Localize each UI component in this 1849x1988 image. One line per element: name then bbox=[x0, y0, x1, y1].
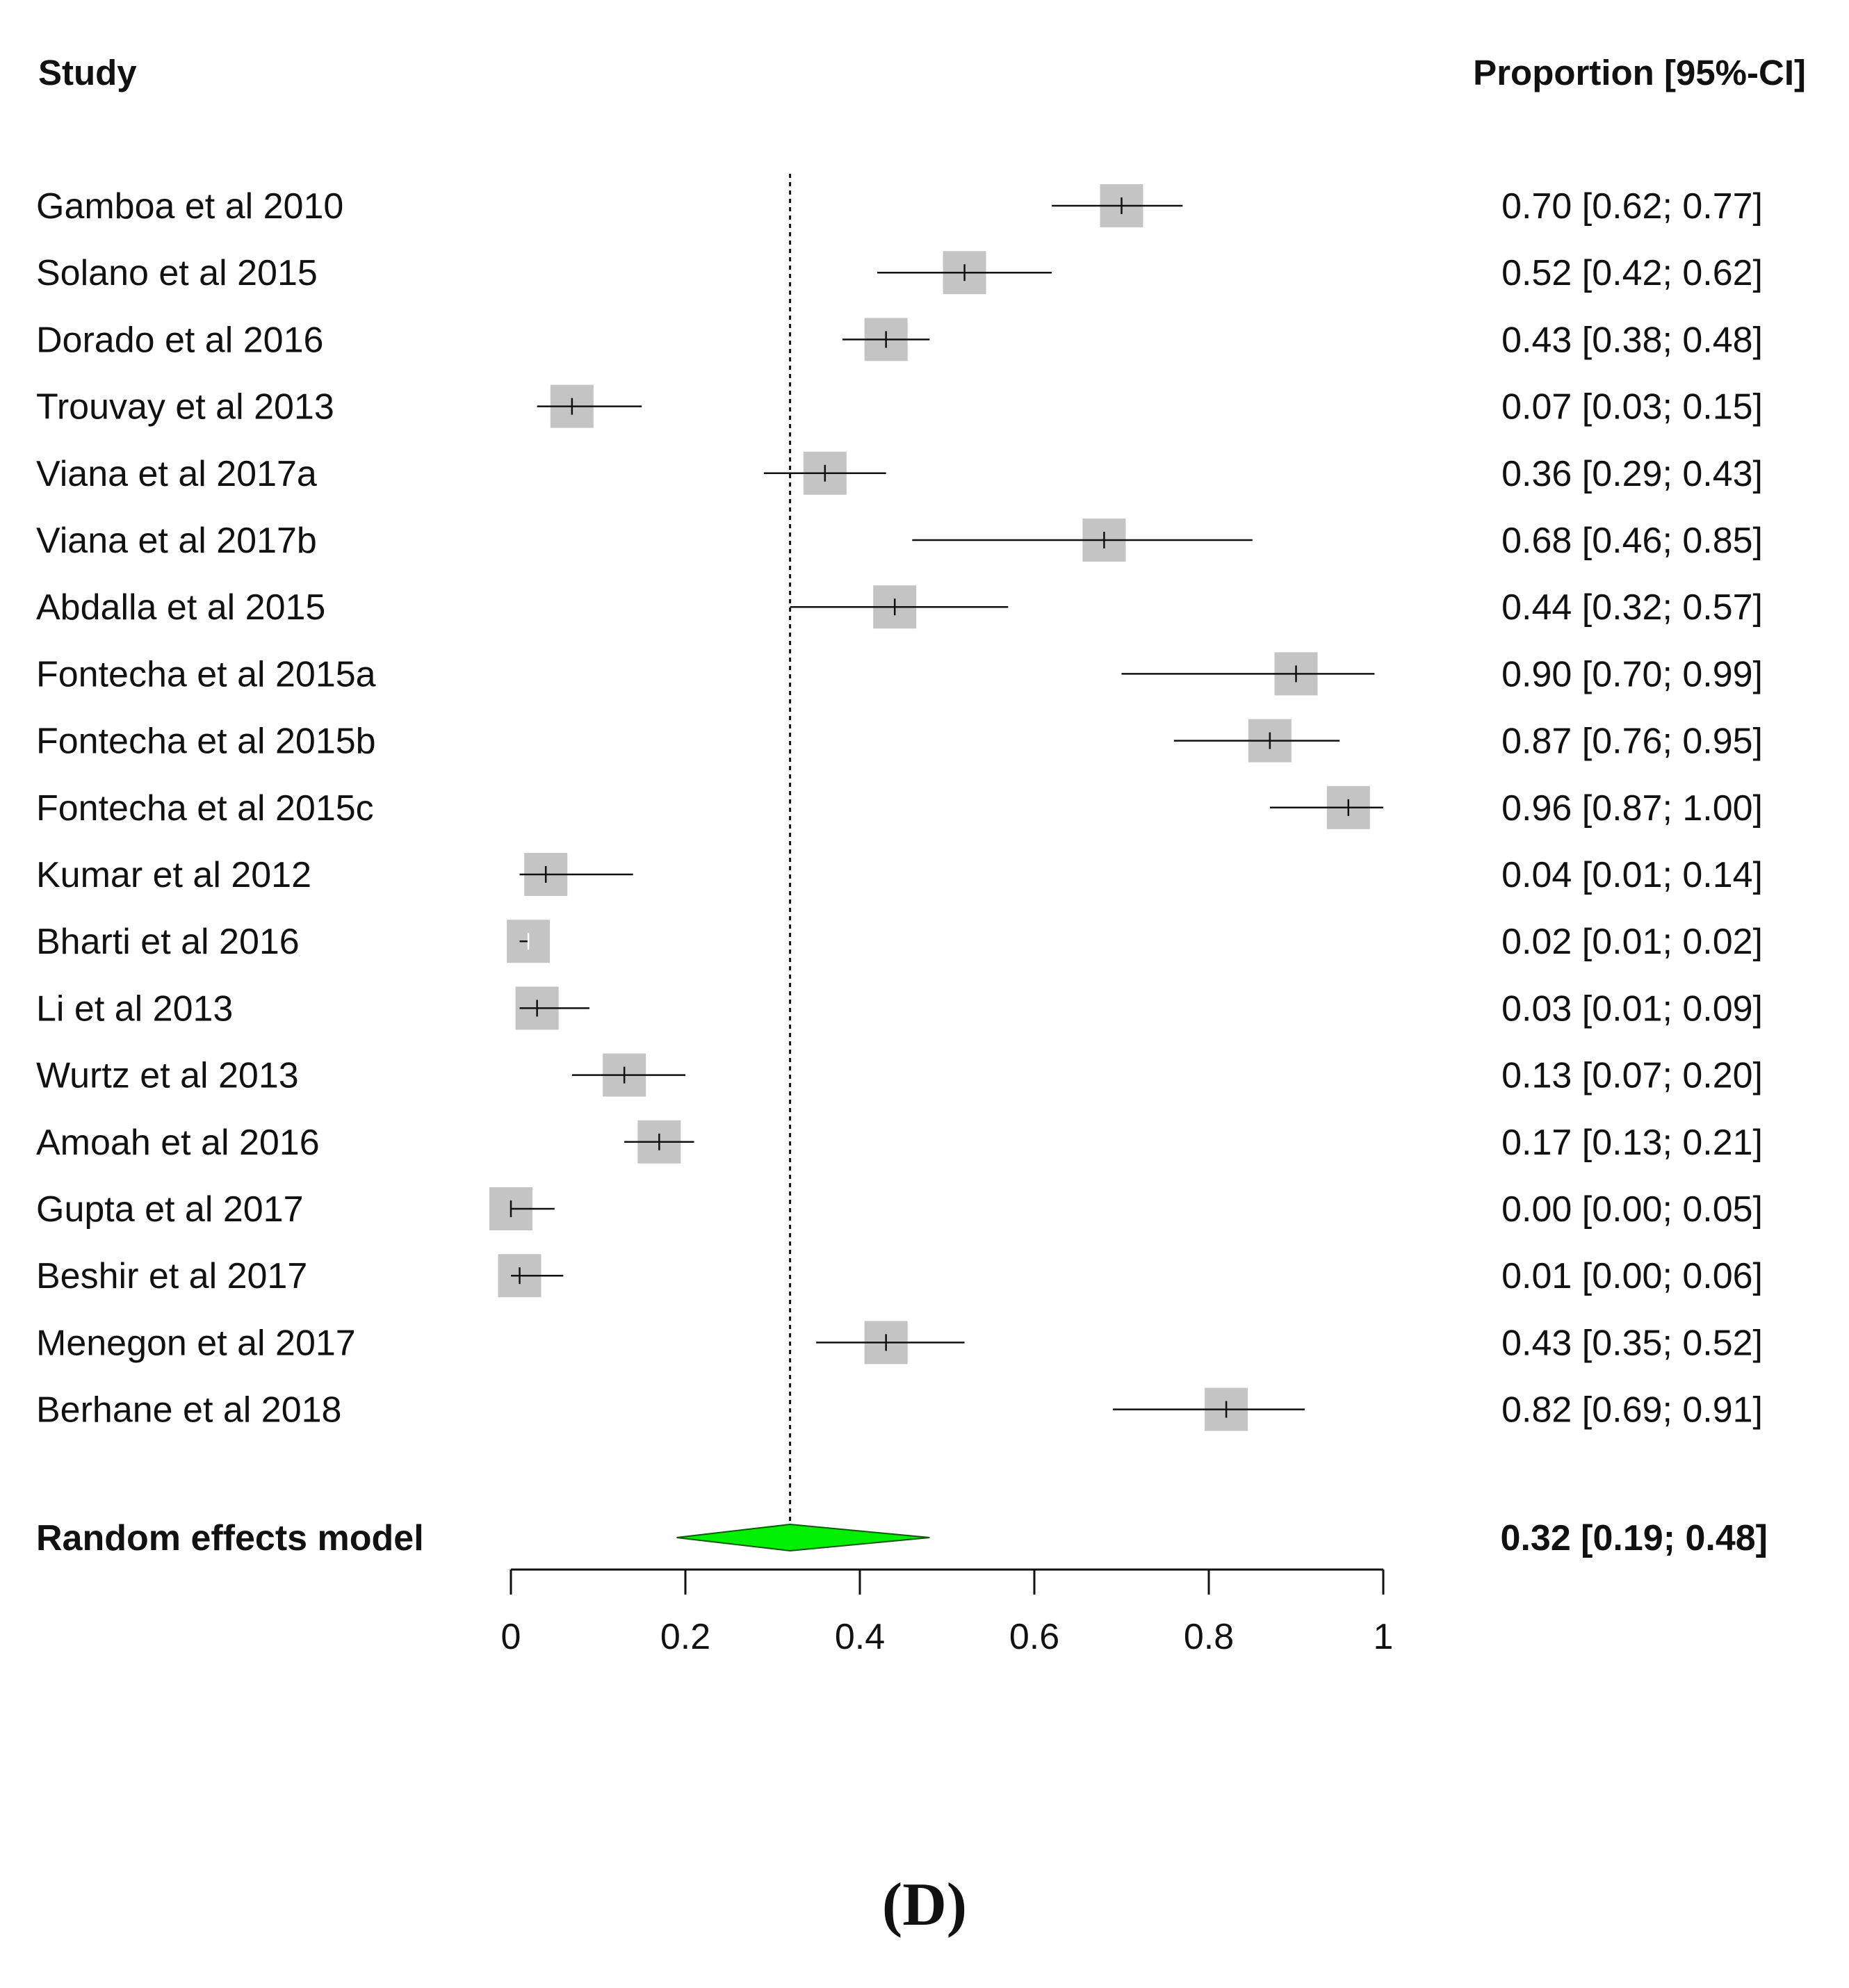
study-ci-text: 0.96 [0.87; 1.00] bbox=[1501, 788, 1763, 829]
study-row: Fontecha et al 2015b 0.87 [0.76; 0.95] bbox=[36, 719, 1763, 763]
x-tick-label: 0.6 bbox=[1009, 1617, 1059, 1657]
study-ci-text: 0.36 [0.29; 0.43] bbox=[1501, 454, 1763, 494]
study-label: Trouvay et al 2013 bbox=[36, 387, 334, 427]
study-label: Menegon et al 2017 bbox=[36, 1323, 356, 1363]
pooled-diamond bbox=[676, 1523, 930, 1552]
study-row: Beshir et al 2017 0.01 [0.00; 0.06] bbox=[36, 1254, 1763, 1298]
pooled-label: Random effects model bbox=[36, 1518, 424, 1558]
study-label: Gamboa et al 2010 bbox=[36, 186, 343, 227]
study-ci-text: 0.07 [0.03; 0.15] bbox=[1501, 387, 1763, 427]
study-row: Solano et al 2015 0.52 [0.42; 0.62] bbox=[36, 251, 1763, 295]
study-row: Menegon et al 2017 0.43 [0.35; 0.52] bbox=[36, 1321, 1763, 1364]
study-label: Viana et al 2017b bbox=[36, 521, 317, 561]
study-ci-text: 0.03 [0.01; 0.09] bbox=[1501, 988, 1763, 1029]
study-row: Trouvay et al 2013 0.07 [0.03; 0.15] bbox=[36, 384, 1763, 428]
study-label: Wurtz et al 2013 bbox=[36, 1056, 299, 1096]
study-row: Fontecha et al 2015a 0.90 [0.70; 0.99] bbox=[36, 652, 1763, 696]
panel-label: (D) bbox=[881, 1871, 968, 1939]
study-row: Fontecha et al 2015c 0.96 [0.87; 1.00] bbox=[36, 785, 1763, 829]
study-ci-text: 0.01 [0.00; 0.06] bbox=[1501, 1256, 1763, 1296]
x-tick-label: 0.2 bbox=[660, 1617, 710, 1657]
x-tick-label: 0 bbox=[501, 1617, 521, 1657]
study-row: Gamboa et al 2010 0.70 [0.62; 0.77] bbox=[36, 184, 1763, 227]
study-label: Dorado et al 2016 bbox=[36, 320, 323, 360]
study-row: Viana et al 2017a 0.36 [0.29; 0.43] bbox=[36, 451, 1763, 495]
study-ci-text: 0.82 [0.69; 0.91] bbox=[1501, 1390, 1763, 1431]
study-label: Bharti et al 2016 bbox=[36, 922, 300, 962]
x-tick-label: 0.4 bbox=[835, 1617, 885, 1657]
study-label: Kumar et al 2012 bbox=[36, 855, 311, 895]
effect-column-header: Proportion [95%-CI] bbox=[1473, 53, 1806, 92]
study-row: Wurtz et al 2013 0.13 [0.07; 0.20] bbox=[36, 1053, 1763, 1097]
study-label: Viana et al 2017a bbox=[36, 454, 317, 494]
study-label: Fontecha et al 2015a bbox=[36, 654, 376, 694]
study-label: Fontecha et al 2015b bbox=[36, 722, 376, 762]
pooled-ci-text: 0.32 [0.19; 0.48] bbox=[1501, 1518, 1768, 1558]
x-tick-label: 0.8 bbox=[1184, 1617, 1234, 1657]
study-ci-text: 0.52 [0.42; 0.62] bbox=[1501, 253, 1763, 293]
study-label: Fontecha et al 2015c bbox=[36, 788, 374, 829]
study-row: Li et al 2013 0.03 [0.01; 0.09] bbox=[36, 986, 1763, 1030]
study-ci-text: 0.13 [0.07; 0.20] bbox=[1501, 1056, 1763, 1096]
study-row: Viana et al 2017b 0.68 [0.46; 0.85] bbox=[36, 519, 1763, 562]
study-row: Gupta et al 2017 0.00 [0.00; 0.05] bbox=[36, 1187, 1763, 1230]
study-row: Bharti et al 2016 0.02 [0.01; 0.02] bbox=[36, 920, 1763, 963]
study-label: Solano et al 2015 bbox=[36, 253, 318, 293]
study-label: Li et al 2013 bbox=[36, 988, 233, 1029]
study-row: Berhane et al 2018 0.82 [0.69; 0.91] bbox=[36, 1387, 1763, 1431]
study-ci-text: 0.90 [0.70; 0.99] bbox=[1501, 654, 1763, 694]
study-ci-text: 0.70 [0.62; 0.77] bbox=[1501, 186, 1763, 227]
study-ci-text: 0.44 [0.32; 0.57] bbox=[1501, 587, 1763, 628]
x-axis: 0 0.2 0.4 0.6 0.8 1 bbox=[501, 1568, 1394, 1657]
study-row: Amoah et al 2016 0.17 [0.13; 0.21] bbox=[36, 1120, 1763, 1164]
study-label: Beshir et al 2017 bbox=[36, 1256, 307, 1296]
study-ci-text: 0.87 [0.76; 0.95] bbox=[1501, 722, 1763, 762]
study-column-header: Study bbox=[38, 53, 137, 92]
study-ci-text: 0.04 [0.01; 0.14] bbox=[1501, 855, 1763, 895]
study-ci-text: 0.17 [0.13; 0.21] bbox=[1501, 1123, 1763, 1163]
study-ci-text: 0.68 [0.46; 0.85] bbox=[1501, 521, 1763, 561]
study-label: Abdalla et al 2015 bbox=[36, 587, 325, 628]
study-ci-text: 0.00 [0.00; 0.05] bbox=[1501, 1189, 1763, 1230]
study-row: Dorado et al 2016 0.43 [0.38; 0.48] bbox=[36, 318, 1763, 361]
study-ci-text: 0.43 [0.35; 0.52] bbox=[1501, 1323, 1763, 1363]
study-row: Kumar et al 2012 0.04 [0.01; 0.14] bbox=[36, 853, 1763, 896]
study-row: Abdalla et al 2015 0.44 [0.32; 0.57] bbox=[36, 585, 1763, 629]
study-label: Berhane et al 2018 bbox=[36, 1390, 341, 1431]
study-label: Amoah et al 2016 bbox=[36, 1123, 320, 1163]
study-label: Gupta et al 2017 bbox=[36, 1189, 304, 1230]
x-tick-label: 1 bbox=[1374, 1617, 1394, 1657]
study-ci-text: 0.43 [0.38; 0.48] bbox=[1501, 320, 1763, 360]
study-ci-text: 0.02 [0.01; 0.02] bbox=[1501, 922, 1763, 962]
